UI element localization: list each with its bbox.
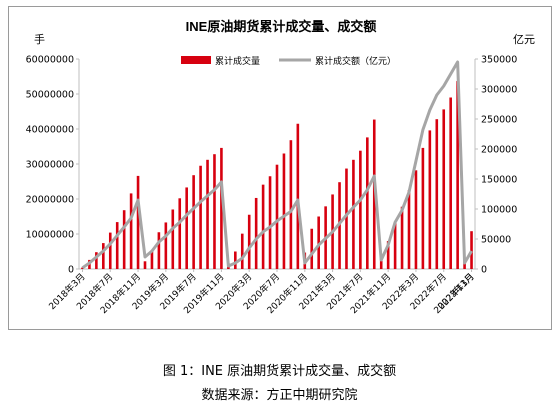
bar [407, 190, 411, 269]
bar [352, 159, 355, 269]
bar [289, 140, 293, 269]
bar [442, 109, 446, 270]
bar [372, 119, 376, 269]
bar [185, 187, 188, 269]
bar [345, 168, 348, 269]
chart-frame: INE原油期货累计成交量、成交额 手 亿元 累计成交量 累计成交额（亿元） 0 1… [8, 6, 552, 330]
bar [435, 119, 439, 269]
bar [261, 184, 265, 269]
y-axis-right-label: 亿元 [513, 33, 535, 46]
line-path [81, 60, 473, 270]
bar [199, 165, 202, 269]
bar [206, 159, 209, 269]
source-caption: 数据来源：方正中期研究院 [201, 388, 358, 403]
bar [129, 193, 133, 269]
y-right-tick-label: 250000 [481, 115, 517, 126]
bar [310, 228, 314, 269]
bar [108, 232, 112, 269]
bar [102, 243, 105, 269]
bar [247, 214, 251, 269]
y-axis-left-label: 手 [34, 32, 45, 46]
bar [393, 222, 397, 269]
legend: 累计成交量 累计成交额（亿元） [181, 55, 396, 67]
bar [317, 216, 320, 269]
y-right-tick-label: 300000 [481, 85, 517, 96]
bar-series [81, 81, 473, 270]
bar [386, 241, 390, 269]
bar [254, 197, 258, 269]
y-right-tick-label: 350000 [481, 55, 517, 66]
bar [470, 231, 473, 269]
y-left-tick-label: 50000000 [26, 90, 74, 101]
bar [150, 250, 154, 269]
x-axis-ticks: 2018年3月2018年7月2018年11月2019年3月2019年7月2019… [46, 269, 477, 316]
y-left-tick-label: 60000000 [26, 55, 74, 66]
legend-bar-label: 累计成交量 [215, 55, 260, 67]
bar [414, 170, 418, 269]
bar [282, 153, 286, 269]
y-right-tick-label: 100000 [481, 205, 517, 216]
bar [421, 147, 425, 269]
y-left-tick-label: 40000000 [26, 125, 74, 136]
bar [157, 232, 161, 269]
bar [122, 210, 126, 269]
bar [379, 258, 383, 269]
y-left-tick-label: 20000000 [26, 195, 74, 206]
bar [234, 251, 237, 269]
figure-caption: 图 1：INE 原油期货累计成交量、成交额 [162, 364, 397, 379]
bar [366, 137, 369, 269]
bar [359, 150, 362, 269]
bar [164, 222, 168, 269]
y-axis-right-ticks: 0 50000 100000 150000 200000 250000 300000 3500… [475, 55, 517, 276]
y-left-tick-label: 10000000 [26, 230, 74, 241]
bar [213, 154, 216, 269]
bar [240, 233, 244, 269]
y-right-tick-label: 0 [481, 265, 487, 276]
bar [136, 175, 140, 269]
bar [268, 176, 272, 269]
chart-title: INE原油期货累计成交量、成交额 [186, 19, 377, 34]
bar [178, 198, 182, 269]
bar [400, 206, 404, 269]
bar [115, 222, 119, 269]
bar [143, 261, 147, 269]
bar [456, 81, 459, 269]
bar [296, 123, 300, 269]
y-left-tick-label: 0 [68, 265, 74, 276]
legend-bar-swatch [181, 56, 211, 64]
bar [171, 209, 175, 269]
bar [81, 267, 84, 269]
bar [428, 130, 432, 269]
y-axis-left-ticks: 0 10000000 20000000 30000000 40000000 5000000… [26, 55, 79, 276]
legend-line-label: 累计成交额（亿元） [315, 55, 396, 67]
y-right-tick-label: 150000 [481, 175, 517, 186]
y-right-tick-label: 50000 [481, 235, 511, 246]
y-right-tick-label: 200000 [481, 145, 517, 156]
bar [275, 164, 279, 269]
chart-canvas: INE原油期货累计成交量、成交额 手 亿元 累计成交量 累计成交额（亿元） 0 1… [26, 19, 535, 316]
bar [192, 175, 195, 269]
bar [449, 97, 452, 269]
y-left-tick-label: 30000000 [26, 160, 74, 171]
line-series [81, 60, 473, 270]
bar [95, 252, 98, 269]
bar [220, 147, 223, 269]
